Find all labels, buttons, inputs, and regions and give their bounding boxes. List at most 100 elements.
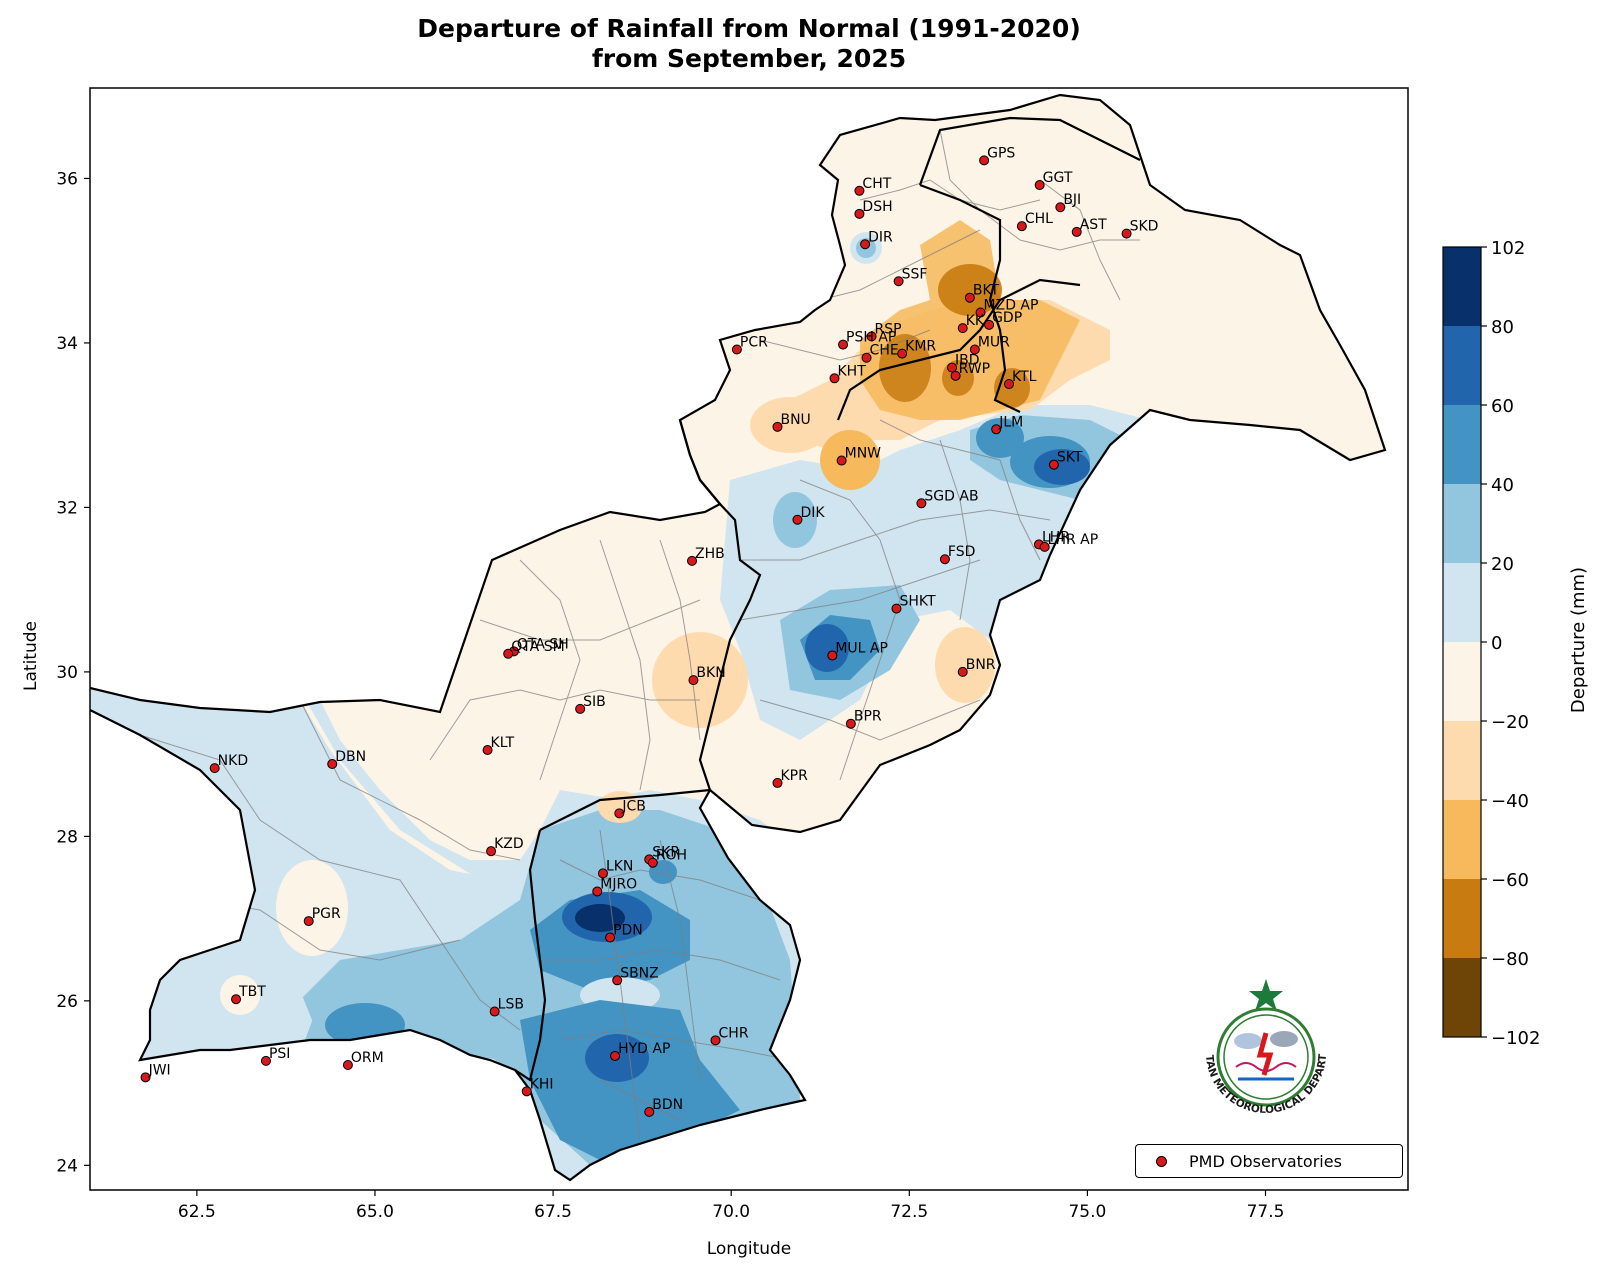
- contour-neg20-0-bnu: [750, 397, 830, 453]
- boundary-ajk: [988, 299, 1021, 413]
- station-label: RSP: [875, 321, 902, 337]
- station-label: SBNZ: [620, 965, 659, 981]
- station-label: TBT: [238, 984, 266, 1000]
- station-bdn: BDN: [644, 1097, 683, 1117]
- station-marker: [957, 323, 968, 334]
- station-marker: [854, 185, 865, 196]
- station-kzd: KZD: [486, 836, 524, 857]
- station-label: CHE: [870, 343, 899, 359]
- station-sbnz: SBNZ: [612, 965, 659, 986]
- station-label: MZD AP: [984, 298, 1039, 314]
- station-label: MNW: [845, 446, 882, 462]
- station-marker: [1048, 459, 1059, 470]
- station-khi: KHI: [521, 1076, 554, 1097]
- station-nkd: NKD: [209, 753, 248, 774]
- station-zhb: ZHB: [687, 546, 725, 566]
- station-orm: ORM: [342, 1050, 384, 1070]
- station-mur: MUR: [969, 335, 1010, 355]
- station-marker: [979, 155, 990, 166]
- station-marker: [984, 319, 995, 330]
- station-marker: [612, 975, 623, 986]
- colorbar-segment: [1443, 484, 1481, 564]
- station-psh-ap: PSH AP: [838, 330, 896, 350]
- station-label: BPR: [854, 709, 882, 725]
- station-hyd-ap: HYD AP: [610, 1041, 670, 1061]
- station-che: CHE: [861, 343, 899, 363]
- colorbar-segment: [1443, 247, 1481, 327]
- station-marker: [827, 650, 838, 661]
- station-mnw: MNW: [836, 446, 882, 466]
- boundary-gb: [918, 116, 1141, 186]
- station-label: CHL: [1025, 211, 1053, 227]
- station-marker: [838, 339, 849, 350]
- y-tick-label: 26: [56, 992, 78, 1012]
- map-title: Departure of Rainfall from Normal (1991-…: [90, 14, 1408, 74]
- y-tick-label: 32: [56, 498, 78, 518]
- station-ibd: IBD: [947, 353, 980, 373]
- station-marker: [836, 455, 847, 466]
- station-marker: [1121, 228, 1132, 239]
- station-ast: AST: [1071, 217, 1107, 237]
- y-axis-ticks: 24 26 28 30 32 34 36: [56, 169, 90, 1176]
- station-label: KLT: [491, 735, 515, 751]
- station-marker: [605, 932, 616, 943]
- station-label: KHI: [530, 1076, 554, 1092]
- station-label: DSH: [862, 199, 892, 215]
- station-marker: [897, 348, 908, 359]
- station-marker: [342, 1059, 353, 1070]
- station-marker: [140, 1072, 151, 1083]
- station-label: KK: [966, 313, 985, 329]
- station-label: PDN: [613, 923, 643, 939]
- station-tbt: TBT: [231, 984, 266, 1005]
- station-roh: ROH: [647, 848, 687, 868]
- station-marker: [1071, 226, 1082, 237]
- station-shkt: SHKT: [891, 594, 936, 614]
- colorbar-tick-label: −20: [1491, 712, 1529, 733]
- station-label: JWI: [148, 1062, 171, 1078]
- station-label: AST: [1080, 217, 1107, 233]
- station-marker: [209, 763, 220, 774]
- station-bji: BJI: [1055, 192, 1081, 213]
- station-lhr: LHR: [1033, 529, 1070, 550]
- station-marker: [731, 344, 742, 355]
- station-label: MUL AP: [835, 640, 888, 656]
- station-label: SHKT: [899, 594, 936, 610]
- station-marker: [866, 331, 877, 342]
- station-label: BKT: [973, 283, 1000, 299]
- station-chl: CHL: [1016, 211, 1053, 232]
- colorbar-segment: [1443, 800, 1481, 880]
- y-tick-label: 36: [56, 169, 78, 189]
- station-label: BDN: [652, 1097, 683, 1113]
- station-label: ZHB: [695, 546, 725, 562]
- station-ggt: GGT: [1034, 170, 1073, 191]
- station-label: SKR: [652, 844, 680, 860]
- colorbar-tick-label: 0: [1491, 633, 1502, 654]
- boundary-balochistan-sindh-west: [514, 829, 547, 1082]
- station-label: JLM: [998, 414, 1023, 430]
- x-tick-label: 70.0: [712, 1202, 750, 1222]
- x-axis-ticks: 62.5 65.0 67.5 70.0 72.5 75.0 77.5: [178, 1190, 1284, 1222]
- station-chr: CHR: [710, 1025, 749, 1046]
- station-marker: [327, 759, 338, 770]
- contour-neg60-neg40-bkt: [938, 264, 1002, 316]
- station-label: FSD: [948, 544, 975, 560]
- y-tick-label: 30: [56, 663, 78, 683]
- station-bpr: BPR: [845, 709, 882, 729]
- station-jwi: JWI: [140, 1062, 171, 1083]
- colorbar-segment: [1443, 326, 1481, 406]
- title-line-2: from September, 2025: [591, 44, 907, 73]
- title-line-1: Departure of Rainfall from Normal (1991-…: [417, 14, 1081, 43]
- station-marker: [947, 362, 958, 373]
- contour-zero-tbt: [220, 975, 260, 1015]
- station-marker: [991, 424, 1002, 435]
- station-label: ORM: [351, 1050, 384, 1066]
- colorbar-segment: [1443, 721, 1481, 801]
- station-label: QTA SH: [517, 636, 569, 652]
- colorbar-segment: [1443, 563, 1481, 643]
- y-tick-label: 24: [56, 1156, 78, 1176]
- station-bkn: BKN: [688, 665, 726, 686]
- station-label: LHR: [1042, 529, 1070, 545]
- station-dik: DIK: [792, 505, 825, 525]
- station-label: PSH AP: [846, 330, 896, 346]
